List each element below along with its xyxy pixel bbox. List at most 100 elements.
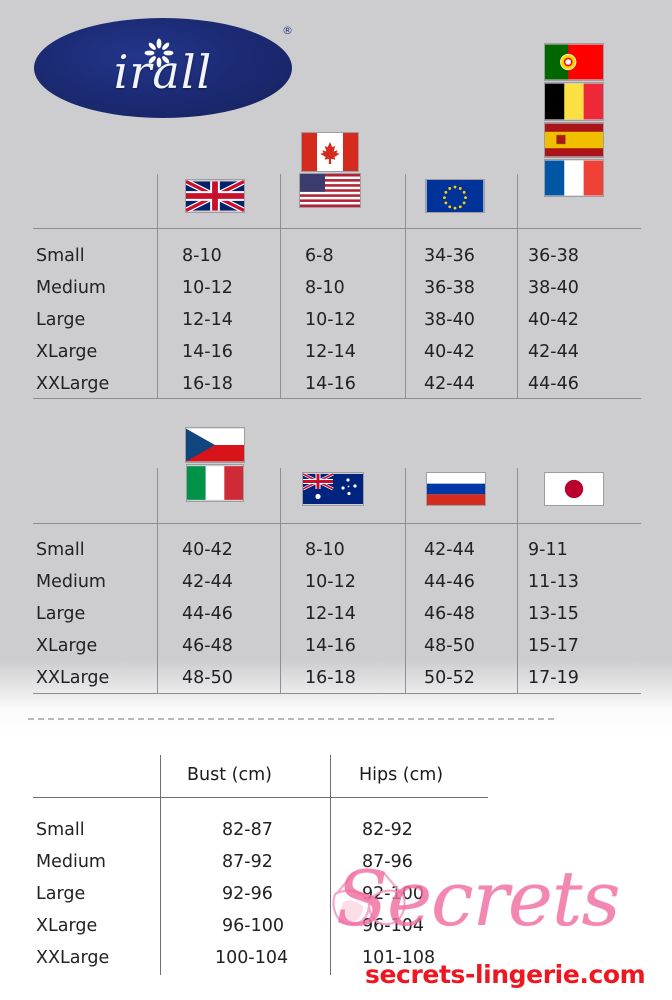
- united-kingdom-flag-icon: [186, 180, 244, 212]
- table-cell: 42-44: [528, 342, 579, 362]
- table-row-label: Large: [36, 604, 86, 624]
- flag-header-united-kingdom: [186, 180, 244, 212]
- table-cell: 87-96: [362, 852, 413, 872]
- table-cell: 10-12: [182, 278, 233, 298]
- table-cell: 14-16: [305, 636, 356, 656]
- table-cell: 8-10: [305, 540, 345, 560]
- table-cell: 96-100: [222, 916, 284, 936]
- table-cell: 11-13: [528, 572, 579, 592]
- canada-flag-icon: [302, 133, 358, 171]
- united-states-flag-icon: [300, 174, 360, 207]
- table-cell: 101-108: [362, 948, 436, 968]
- table-cell: 9-11: [528, 540, 568, 560]
- table-cell: 92-96: [222, 884, 273, 904]
- table-cell: 46-48: [182, 636, 233, 656]
- european-union-flag-icon: [426, 180, 484, 212]
- table1-bottom-rule: [33, 398, 641, 399]
- table-cell: 92-100: [362, 884, 424, 904]
- footer-website-url[interactable]: secrets-lingerie.com: [365, 960, 646, 989]
- table3-col-divider-1: [160, 755, 161, 975]
- table-cell: 16-18: [305, 668, 356, 688]
- france-flag-icon: [545, 160, 603, 196]
- brand-logo: irall ®: [34, 18, 296, 126]
- table-cell: 14-16: [182, 342, 233, 362]
- table3-col-divider-2: [330, 755, 331, 975]
- table1-col-divider-1: [157, 174, 158, 398]
- table-row-label: XLarge: [36, 916, 98, 936]
- table-cell: 36-38: [424, 278, 475, 298]
- italy-flag-icon: [187, 466, 243, 500]
- table-cell: 40-42: [528, 310, 579, 330]
- table-row-label: Large: [36, 884, 86, 904]
- table-cell: 44-46: [182, 604, 233, 624]
- table-row-label: Large: [36, 310, 86, 330]
- table-cell: 8-10: [305, 278, 345, 298]
- table-row-label: XXLarge: [36, 668, 110, 688]
- table-row-label: Medium: [36, 852, 106, 872]
- belgium-flag-icon: [545, 83, 603, 120]
- table3-header-rule: [33, 797, 488, 798]
- flag-header-czech-italy: [186, 428, 244, 501]
- table-row-label: Medium: [36, 572, 106, 592]
- table-cell: 100-104: [215, 948, 289, 968]
- registered-trademark-icon: ®: [282, 24, 293, 37]
- table2-bottom-rule: [33, 693, 641, 694]
- table-cell: 96-104: [362, 916, 424, 936]
- table-cell: 13-15: [528, 604, 579, 624]
- australia-flag-icon: [303, 473, 363, 504]
- flag-header-canada-usa: [300, 133, 360, 207]
- table-row-label: XLarge: [36, 636, 98, 656]
- table-row-label: Medium: [36, 278, 106, 298]
- table-cell: 42-44: [182, 572, 233, 592]
- table-row-label: XLarge: [36, 342, 98, 362]
- section-dashed-separator: [28, 718, 554, 720]
- table-cell: 38-40: [528, 278, 579, 298]
- table-cell: 12-14: [305, 342, 356, 362]
- table-cell: 82-87: [222, 820, 273, 840]
- table-cell: 50-52: [424, 668, 475, 688]
- table-cell: 44-46: [424, 572, 475, 592]
- logo-ellipse-background: [34, 18, 292, 118]
- flag-header-european-union: [426, 180, 484, 212]
- table1-col-divider-4: [517, 174, 518, 398]
- table-cell: 44-46: [528, 374, 579, 394]
- portugal-flag-icon: [545, 44, 603, 80]
- table-cell: 34-36: [424, 246, 475, 266]
- flag-header-europe-stack: [545, 44, 603, 196]
- table1-col-divider-2: [280, 174, 281, 398]
- table-cell: 82-92: [362, 820, 413, 840]
- table2-top-rule: [33, 523, 641, 524]
- japan-flag-icon: [545, 473, 603, 505]
- table-cell: 8-10: [182, 246, 222, 266]
- table-cell: 17-19: [528, 668, 579, 688]
- table2-col-divider-1: [157, 468, 158, 693]
- table-cell: 14-16: [305, 374, 356, 394]
- russia-flag-icon: [427, 473, 485, 505]
- table-cell: 40-42: [182, 540, 233, 560]
- table-row-label: Small: [36, 246, 85, 266]
- table-cell: 38-40: [424, 310, 475, 330]
- table-cell: 42-44: [424, 374, 475, 394]
- table-cell: 48-50: [424, 636, 475, 656]
- czech-republic-flag-icon: [186, 428, 244, 462]
- table1-col-divider-3: [405, 174, 406, 398]
- column-header-hips: Hips (cm): [359, 765, 444, 785]
- table-row-label: Small: [36, 540, 85, 560]
- table-cell: 12-14: [182, 310, 233, 330]
- table-row-label: Small: [36, 820, 85, 840]
- flag-header-japan: [545, 473, 603, 505]
- table-cell: 48-50: [182, 668, 233, 688]
- table2-col-divider-2: [280, 468, 281, 693]
- table-row-label: XXLarge: [36, 948, 110, 968]
- spain-flag-icon: [545, 123, 603, 157]
- flower-starburst-icon: [144, 38, 174, 68]
- table-cell: 16-18: [182, 374, 233, 394]
- table-cell: 10-12: [305, 310, 356, 330]
- table-cell: 12-14: [305, 604, 356, 624]
- column-header-bust: Bust (cm): [187, 765, 272, 785]
- table-cell: 6-8: [305, 246, 334, 266]
- table-cell: 87-92: [222, 852, 273, 872]
- logo-wordmark: irall: [113, 45, 213, 99]
- table-cell: 42-44: [424, 540, 475, 560]
